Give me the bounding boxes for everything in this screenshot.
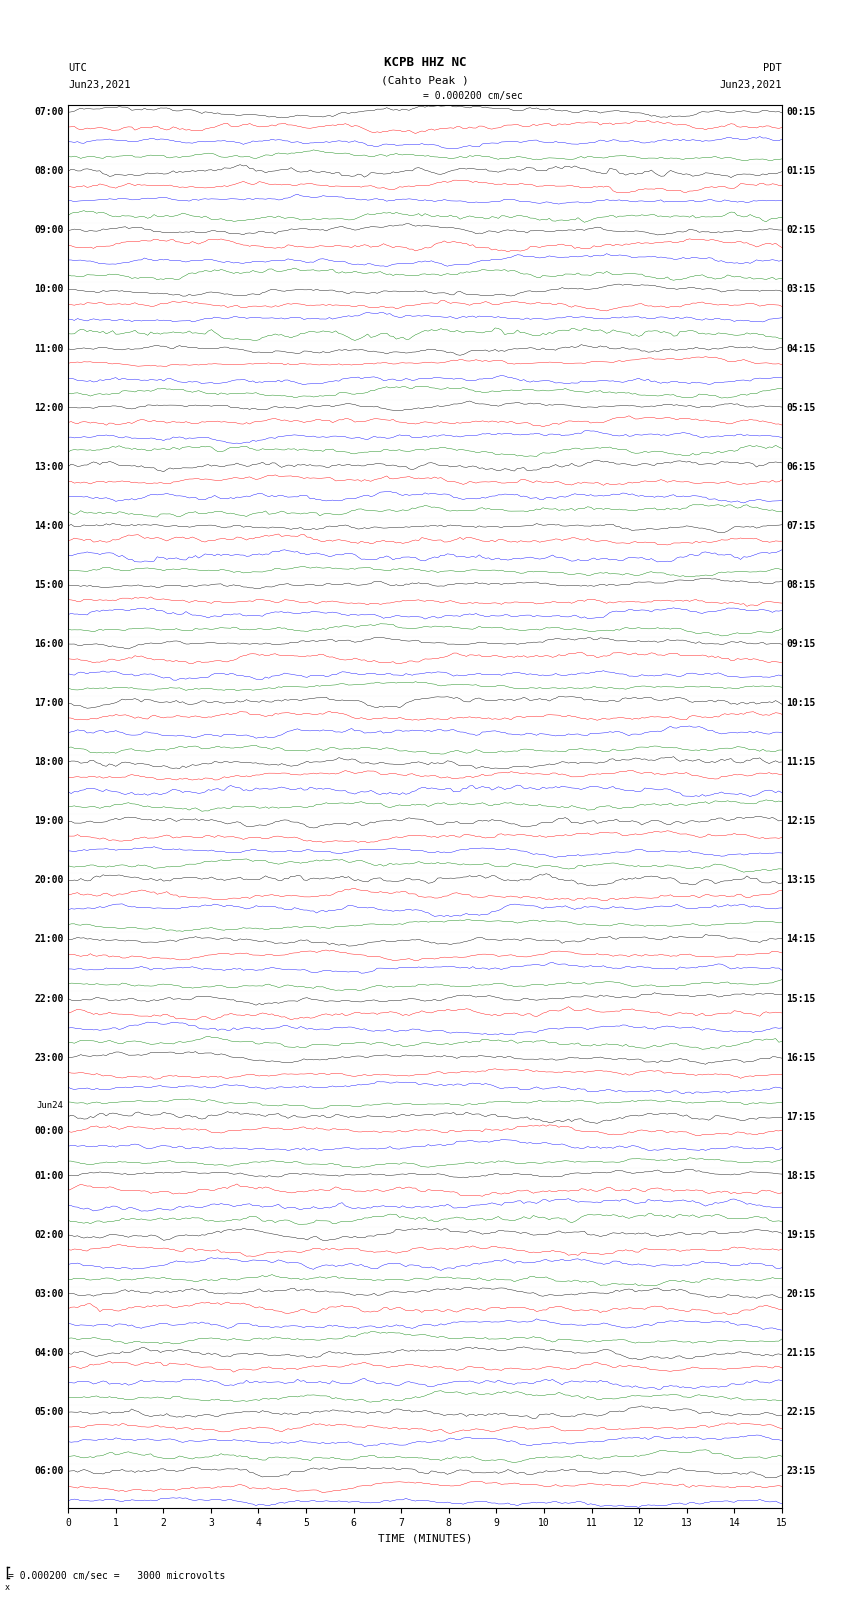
Text: 13:15: 13:15: [786, 876, 816, 886]
Text: 21:00: 21:00: [34, 934, 64, 945]
Text: (Cahto Peak ): (Cahto Peak ): [381, 76, 469, 85]
Text: 02:15: 02:15: [786, 226, 816, 235]
Text: 02:00: 02:00: [34, 1229, 64, 1240]
Text: 01:00: 01:00: [34, 1171, 64, 1181]
Text: 07:00: 07:00: [34, 106, 64, 118]
Text: 18:00: 18:00: [34, 756, 64, 768]
Text: 18:15: 18:15: [786, 1171, 816, 1181]
Text: x: x: [4, 1582, 9, 1592]
Text: 23:00: 23:00: [34, 1053, 64, 1063]
Text: 11:00: 11:00: [34, 344, 64, 353]
Text: 05:15: 05:15: [786, 403, 816, 413]
Text: 20:15: 20:15: [786, 1289, 816, 1298]
Text: 17:00: 17:00: [34, 698, 64, 708]
Text: 06:00: 06:00: [34, 1466, 64, 1476]
Text: 22:00: 22:00: [34, 994, 64, 1003]
Text: 21:15: 21:15: [786, 1348, 816, 1358]
Text: 22:15: 22:15: [786, 1407, 816, 1418]
Text: 14:00: 14:00: [34, 521, 64, 531]
X-axis label: TIME (MINUTES): TIME (MINUTES): [377, 1534, 473, 1544]
Text: 10:15: 10:15: [786, 698, 816, 708]
Text: 11:15: 11:15: [786, 756, 816, 768]
Text: 07:15: 07:15: [786, 521, 816, 531]
Text: 12:00: 12:00: [34, 403, 64, 413]
Text: 14:15: 14:15: [786, 934, 816, 945]
Text: 10:00: 10:00: [34, 284, 64, 295]
Text: 06:15: 06:15: [786, 461, 816, 471]
Text: 15:00: 15:00: [34, 581, 64, 590]
Text: 03:00: 03:00: [34, 1289, 64, 1298]
Text: 16:00: 16:00: [34, 639, 64, 648]
Text: 01:15: 01:15: [786, 166, 816, 176]
Text: 05:00: 05:00: [34, 1407, 64, 1418]
Text: 12:15: 12:15: [786, 816, 816, 826]
Text: PDT: PDT: [763, 63, 782, 73]
Text: = 0.000200 cm/sec: = 0.000200 cm/sec: [423, 92, 523, 102]
Text: 16:15: 16:15: [786, 1053, 816, 1063]
Text: 00:15: 00:15: [786, 106, 816, 118]
Text: Jun24: Jun24: [37, 1102, 64, 1110]
Text: 08:15: 08:15: [786, 581, 816, 590]
Text: 17:15: 17:15: [786, 1111, 816, 1121]
Text: 04:15: 04:15: [786, 344, 816, 353]
Text: 15:15: 15:15: [786, 994, 816, 1003]
Text: 04:00: 04:00: [34, 1348, 64, 1358]
Text: 03:15: 03:15: [786, 284, 816, 295]
Text: UTC: UTC: [68, 63, 87, 73]
Text: 09:00: 09:00: [34, 226, 64, 235]
Text: 08:00: 08:00: [34, 166, 64, 176]
Text: KCPB HHZ NC: KCPB HHZ NC: [383, 56, 467, 69]
Text: 19:00: 19:00: [34, 816, 64, 826]
Text: 19:15: 19:15: [786, 1229, 816, 1240]
Text: 20:00: 20:00: [34, 876, 64, 886]
Text: 09:15: 09:15: [786, 639, 816, 648]
Text: = 0.000200 cm/sec =   3000 microvolts: = 0.000200 cm/sec = 3000 microvolts: [8, 1571, 226, 1581]
Text: 00:00: 00:00: [34, 1126, 64, 1137]
Text: Jun23,2021: Jun23,2021: [719, 79, 782, 90]
Text: Jun23,2021: Jun23,2021: [68, 79, 131, 90]
Text: 13:00: 13:00: [34, 461, 64, 471]
Text: 23:15: 23:15: [786, 1466, 816, 1476]
